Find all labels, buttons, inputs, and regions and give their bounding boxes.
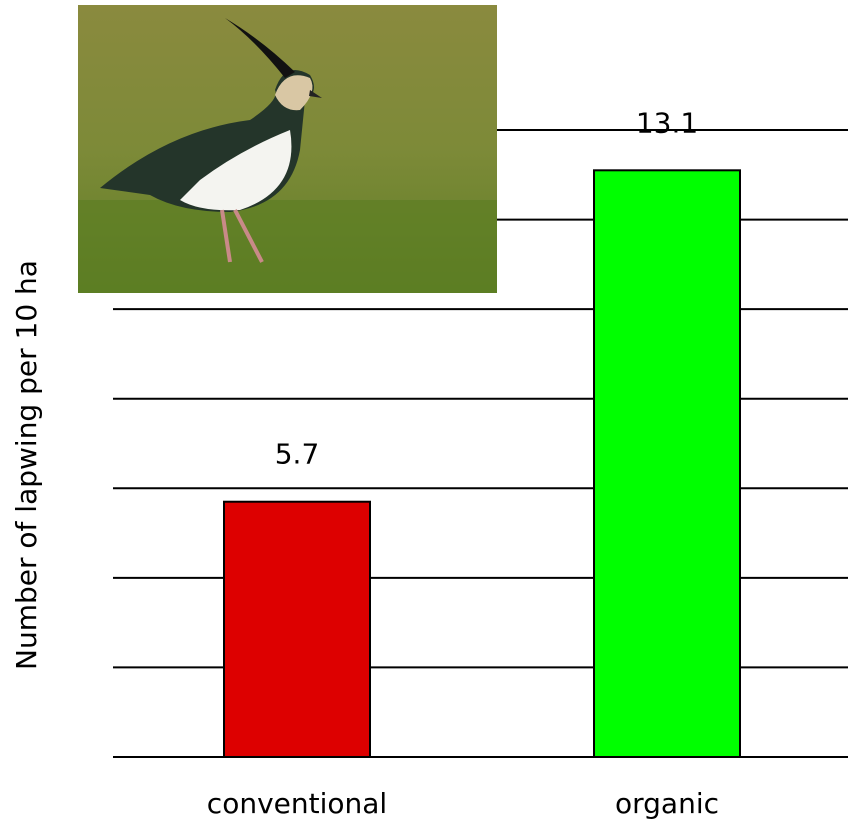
value-label: 5.7 <box>275 438 320 471</box>
lapwing-photo <box>78 5 497 293</box>
bar <box>594 170 740 757</box>
x-tick-label: organic <box>615 787 719 820</box>
bar <box>224 502 370 757</box>
x-tick-label: conventional <box>207 787 387 820</box>
chart: Number of lapwing per 10 ha 5.7 conventio… <box>0 0 848 837</box>
y-axis-label: Number of lapwing per 10 ha <box>10 260 43 670</box>
value-label: 13.1 <box>636 106 698 139</box>
